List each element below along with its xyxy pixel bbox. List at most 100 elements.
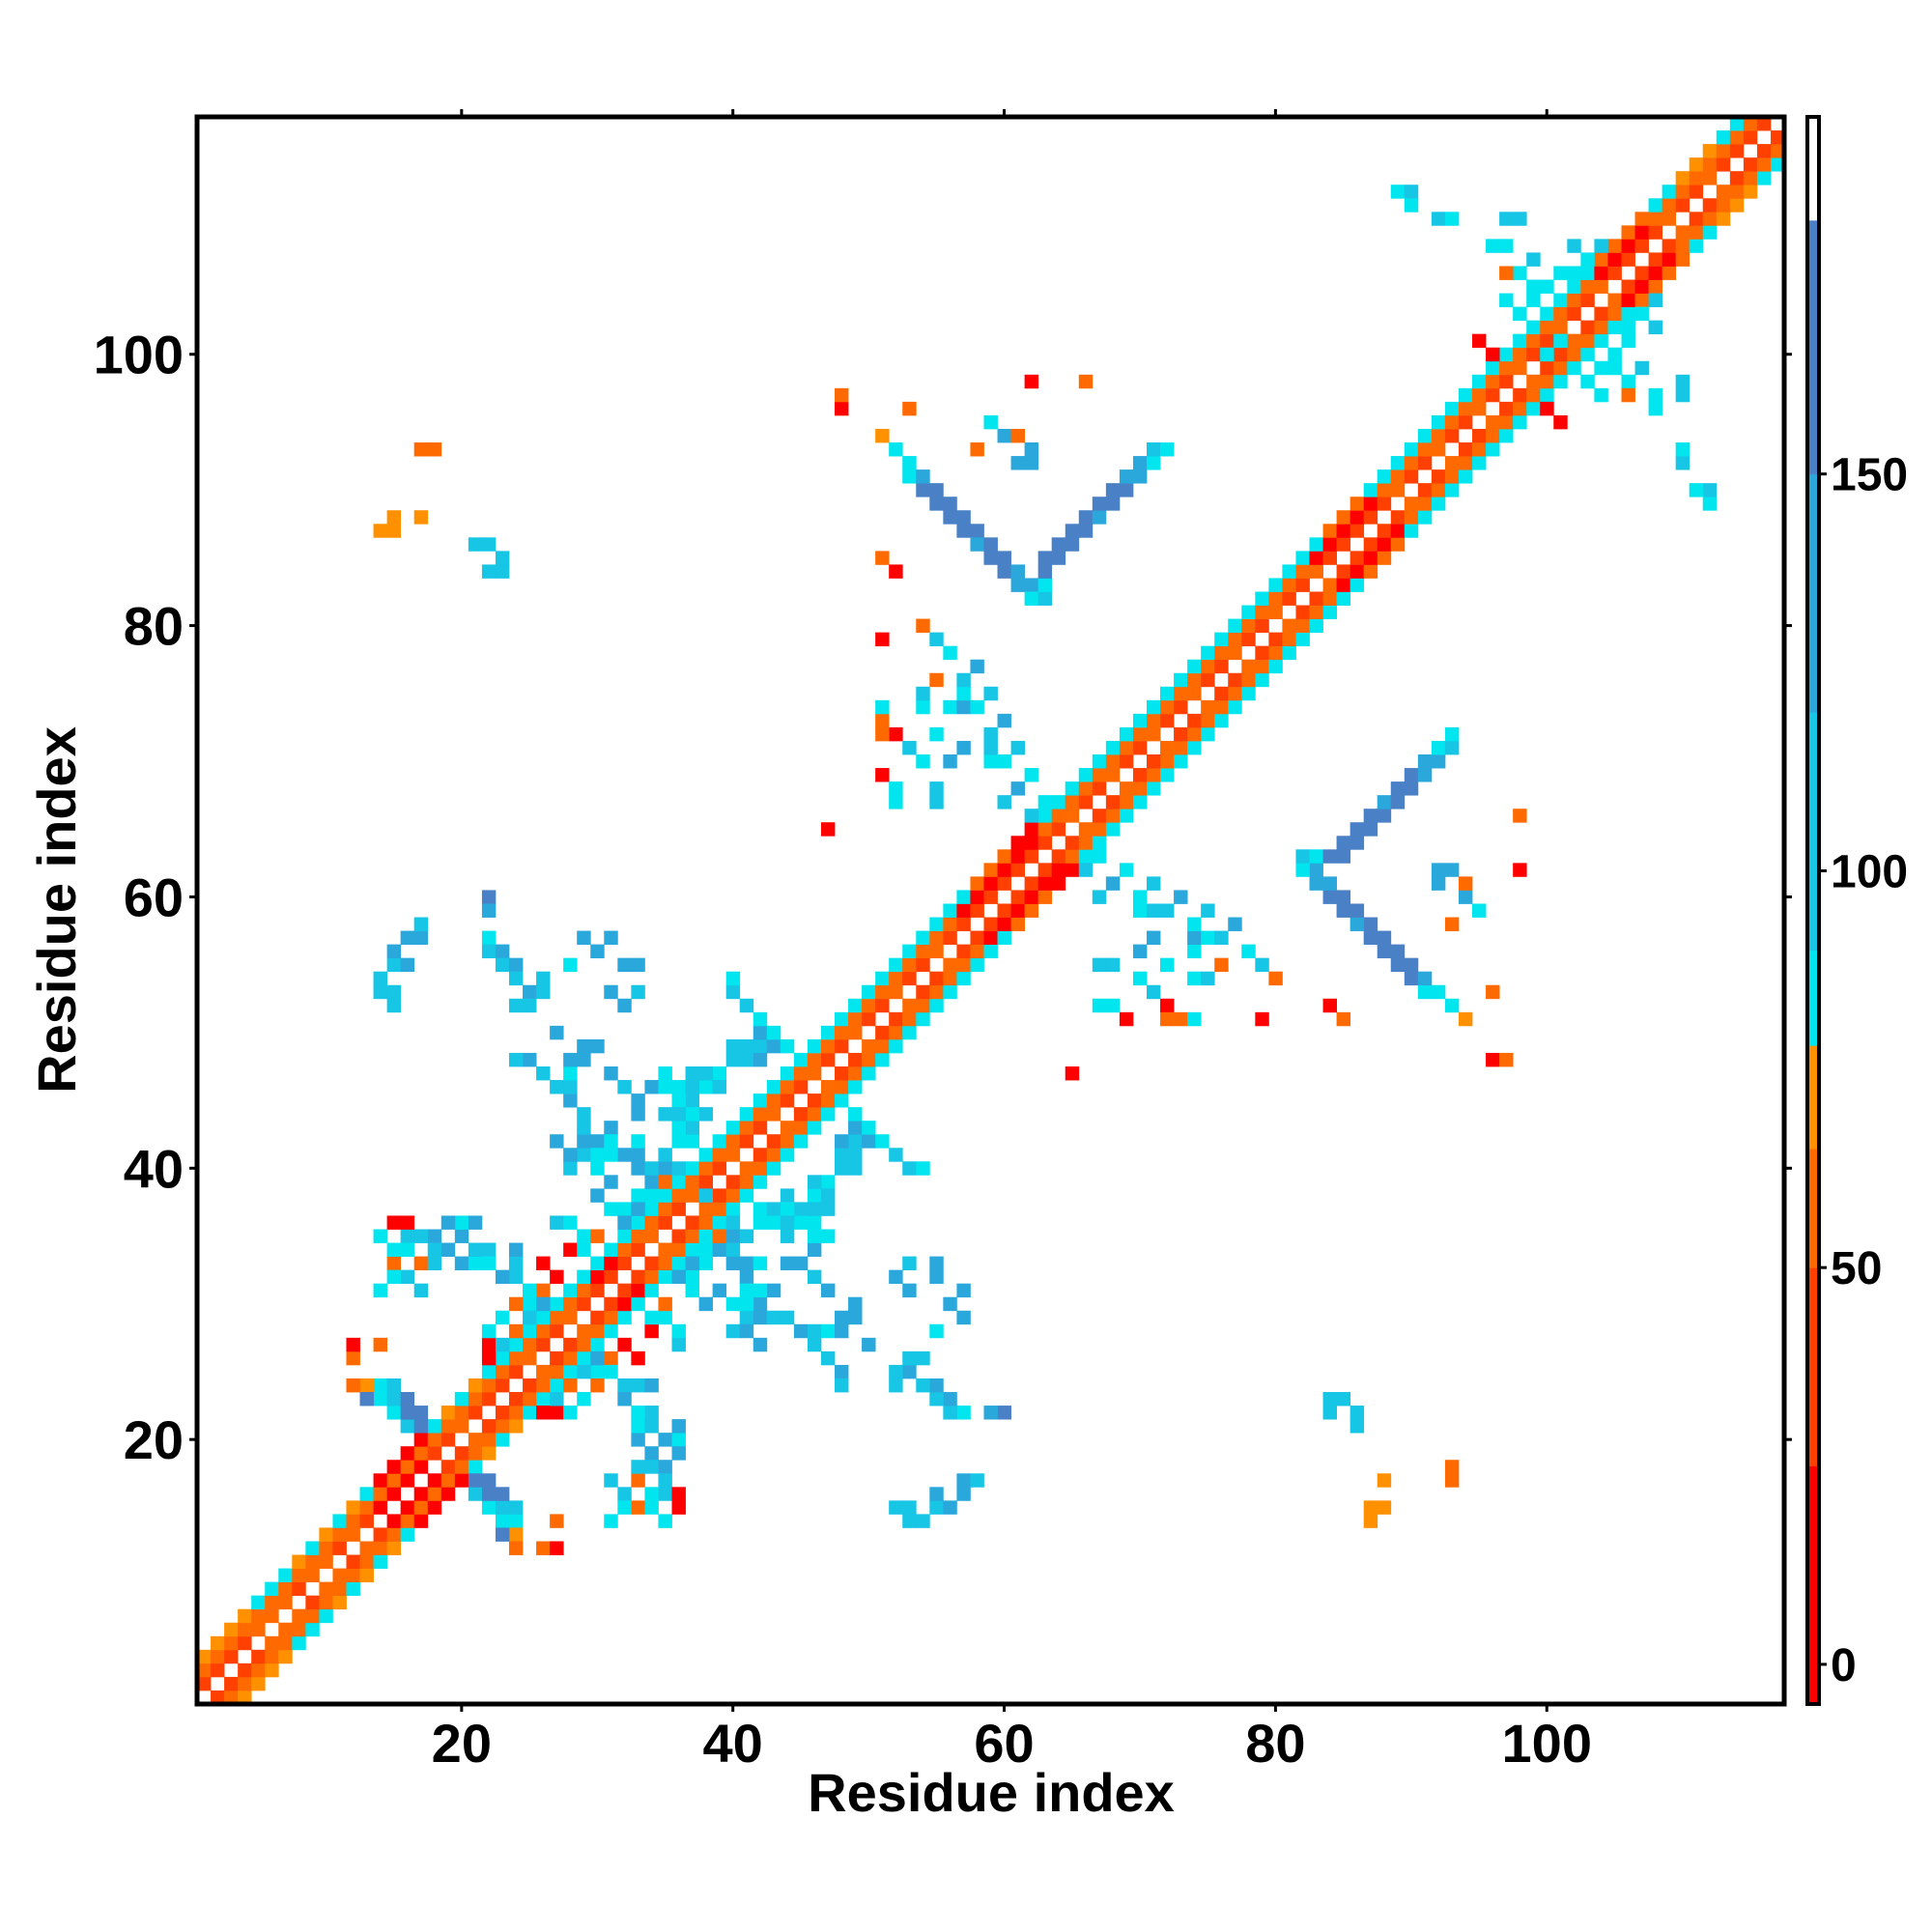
heatmap-cell [725,1215,741,1230]
heatmap-cell [970,442,984,457]
heatmap-cell [983,726,998,742]
heatmap-cell [1526,293,1541,307]
heatmap-cell [1146,699,1161,715]
heatmap-cell [875,768,890,782]
heatmap-cell [1065,781,1080,796]
heatmap-cell [631,984,645,1000]
heatmap-cell [1621,239,1635,253]
heatmap-cell [319,1595,333,1610]
heatmap-cell [862,1134,876,1149]
heatmap-cell [1092,836,1107,850]
heatmap-cell [766,1107,781,1122]
heatmap-cell [644,1202,659,1216]
heatmap-cell [739,1229,754,1243]
heatmap-cell [766,1283,781,1298]
heatmap-cell [644,1500,659,1515]
heatmap-cell [604,1121,618,1135]
heatmap-cell [1689,225,1704,240]
heatmap-cell [902,1161,917,1176]
heatmap-cell [604,1256,618,1271]
heatmap-cell [563,1296,578,1312]
heatmap-cell [644,1283,659,1298]
heatmap-cell [1675,456,1690,470]
heatmap-cell [916,618,930,634]
heatmap-cell [1634,360,1649,376]
heatmap-cell [1377,944,1392,959]
heatmap-cell [875,428,890,443]
heatmap-cell [1105,754,1121,769]
heatmap-cell [197,1649,212,1664]
heatmap-cell [1322,605,1337,619]
heatmap-cell [956,524,971,538]
heatmap-cell [983,890,998,904]
heatmap-cell [386,1215,402,1230]
heatmap-cell [440,1419,456,1434]
heatmap-cell [970,659,984,674]
heatmap-cell [604,984,618,1000]
heatmap-cell [1567,360,1581,376]
heatmap-cell [644,1256,659,1271]
heatmap-cell [1499,266,1514,280]
heatmap-cell [563,1052,578,1067]
heatmap-cell [1621,225,1635,240]
heatmap-cell [386,524,402,538]
heatmap-cell [1350,836,1365,850]
heatmap-cell [332,1568,347,1583]
heatmap-cell [427,1433,442,1447]
heatmap-cell [916,984,930,1000]
heatmap-cell [1621,387,1635,403]
heatmap-cell [550,1080,564,1094]
heatmap-cell [1350,578,1365,592]
heatmap-cell [902,1514,917,1528]
heatmap-cell [862,1065,876,1081]
heatmap-cell [929,1487,944,1501]
heatmap-cell [495,1487,510,1501]
heatmap-cell [1756,144,1772,158]
heatmap-cell [1458,469,1473,484]
heatmap-cell [685,1175,699,1189]
heatmap-cell [1634,306,1649,322]
heatmap-cell [956,1283,971,1298]
heatmap-cell [481,1446,497,1461]
heatmap-cell [563,1310,578,1325]
heatmap-cell [1037,890,1053,904]
heatmap-cell [1458,387,1473,403]
heatmap-cell [1119,754,1134,769]
heatmap-cell [211,1662,225,1678]
heatmap-cell [373,1500,387,1515]
heatmap-cell [1607,293,1622,307]
heatmap-cell [1241,632,1256,647]
heatmap-cell [1580,279,1595,294]
heatmap-cell [278,1622,293,1637]
heatmap-cell [468,1460,483,1474]
heatmap-cell [848,1107,863,1122]
heatmap-cell [590,1134,605,1149]
heatmap-cell [265,1662,279,1678]
heatmap-cell [604,1296,618,1312]
heatmap-cell [1526,347,1541,362]
heatmap-cell [929,497,944,511]
heatmap-cell [1607,360,1622,376]
heatmap-cell [1417,984,1433,1000]
heatmap-cell [1377,930,1392,945]
heatmap-cell [1119,863,1134,877]
heatmap-cell [617,957,632,973]
heatmap-cell [265,1635,279,1651]
heatmap-cell [454,1215,469,1230]
heatmap-cell [685,1107,699,1122]
heatmap-cell [1363,930,1378,945]
heatmap-cell [766,1202,781,1216]
heatmap-cell [1729,198,1745,213]
heatmap-cell [400,1419,415,1434]
heatmap-cell [1174,686,1188,701]
heatmap-cell [671,1242,686,1257]
heatmap-cell [1499,414,1514,430]
heatmap-cell [807,1065,822,1081]
heatmap-cell [712,1242,727,1257]
heatmap-cell [454,1460,469,1474]
heatmap-cell [1689,239,1704,253]
heatmap-cell [1201,659,1215,674]
heatmap-cell [916,469,930,484]
heatmap-cell [1010,428,1025,443]
heatmap-cell [617,1148,632,1162]
